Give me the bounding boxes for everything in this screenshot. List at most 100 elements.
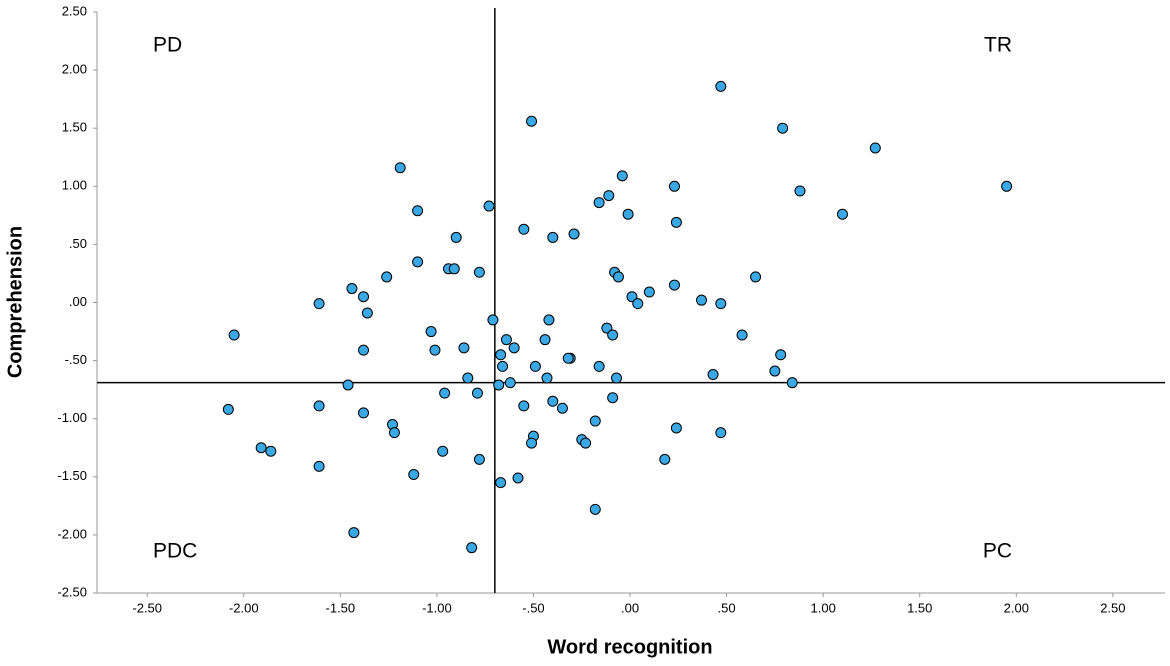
point (715, 80, 727, 92)
y-tick-label: -1.50 (57, 468, 87, 483)
point (526, 437, 538, 449)
point (543, 314, 555, 326)
x-tick-label: -1.00 (422, 600, 452, 615)
point (526, 115, 538, 127)
x-tick-label: -1.50 (326, 600, 356, 615)
point (616, 170, 628, 182)
point (450, 231, 462, 243)
point (736, 329, 748, 341)
point (786, 377, 798, 389)
point (425, 326, 437, 338)
x-tick-label: 2.50 (1100, 600, 1125, 615)
point (775, 349, 787, 361)
y-tick-label: -1.00 (57, 410, 87, 425)
x-tick-label: .00 (621, 600, 639, 615)
point (607, 392, 619, 404)
point (358, 344, 370, 356)
y-tick-label: -2.00 (57, 526, 87, 541)
x-tick-label: -2.50 (132, 600, 162, 615)
point (487, 314, 499, 326)
point (462, 372, 474, 384)
x-axis-title: Word recognition (547, 636, 712, 658)
point (750, 271, 762, 283)
point (589, 503, 601, 515)
point (358, 291, 370, 303)
point (508, 342, 520, 354)
point (346, 283, 358, 295)
point (601, 322, 613, 334)
point (547, 231, 559, 243)
point (222, 403, 234, 415)
y-tick-label: .00 (69, 294, 87, 309)
point (448, 263, 460, 275)
point (769, 365, 781, 377)
point (695, 294, 707, 306)
y-tick-label: -.50 (65, 352, 87, 367)
quadrant-label: PC (983, 540, 1012, 563)
point (593, 360, 605, 372)
point (483, 200, 495, 212)
point (668, 279, 680, 291)
point (547, 395, 559, 407)
point (313, 298, 325, 310)
point (358, 407, 370, 419)
point (593, 197, 605, 209)
y-axis-title: Comprehension (4, 226, 26, 378)
point (466, 542, 478, 554)
point (504, 377, 516, 389)
point (589, 415, 601, 427)
point (626, 291, 638, 303)
point (869, 142, 881, 154)
point (473, 266, 485, 278)
point (495, 477, 507, 489)
point (562, 352, 574, 364)
point (342, 379, 354, 391)
point (497, 360, 509, 372)
x-tick-label: .50 (718, 600, 736, 615)
point (313, 460, 325, 472)
point (607, 329, 619, 341)
point (1001, 180, 1013, 192)
point (473, 453, 485, 465)
point (670, 422, 682, 434)
point (408, 468, 420, 480)
y-tick-label: 2.50 (62, 3, 87, 18)
point (495, 349, 507, 361)
point (439, 387, 451, 399)
point (556, 402, 568, 414)
point (715, 298, 727, 310)
point (603, 190, 615, 202)
quadrant-label: TR (984, 34, 1012, 57)
point (412, 205, 424, 217)
point (715, 427, 727, 439)
x-tick-label: 1.00 (811, 600, 836, 615)
point (632, 298, 644, 310)
point (412, 256, 424, 268)
y-tick-label: 2.00 (62, 62, 87, 77)
point (541, 372, 553, 384)
point (348, 527, 360, 539)
point (659, 453, 671, 465)
point (437, 445, 449, 457)
x-tick-label: -2.00 (229, 600, 259, 615)
point (518, 223, 530, 235)
y-tick-label: 1.00 (62, 178, 87, 193)
y-tick-label: .50 (69, 236, 87, 251)
point (255, 442, 267, 454)
point (539, 334, 551, 346)
point (313, 400, 325, 412)
point (529, 360, 541, 372)
point (612, 271, 624, 283)
point (381, 271, 393, 283)
point (707, 369, 719, 381)
point (518, 400, 530, 412)
point (429, 344, 441, 356)
point (777, 122, 789, 134)
point (580, 437, 592, 449)
point (794, 185, 806, 197)
point (512, 472, 524, 484)
point (361, 307, 373, 319)
point (643, 286, 655, 298)
point (265, 445, 277, 457)
